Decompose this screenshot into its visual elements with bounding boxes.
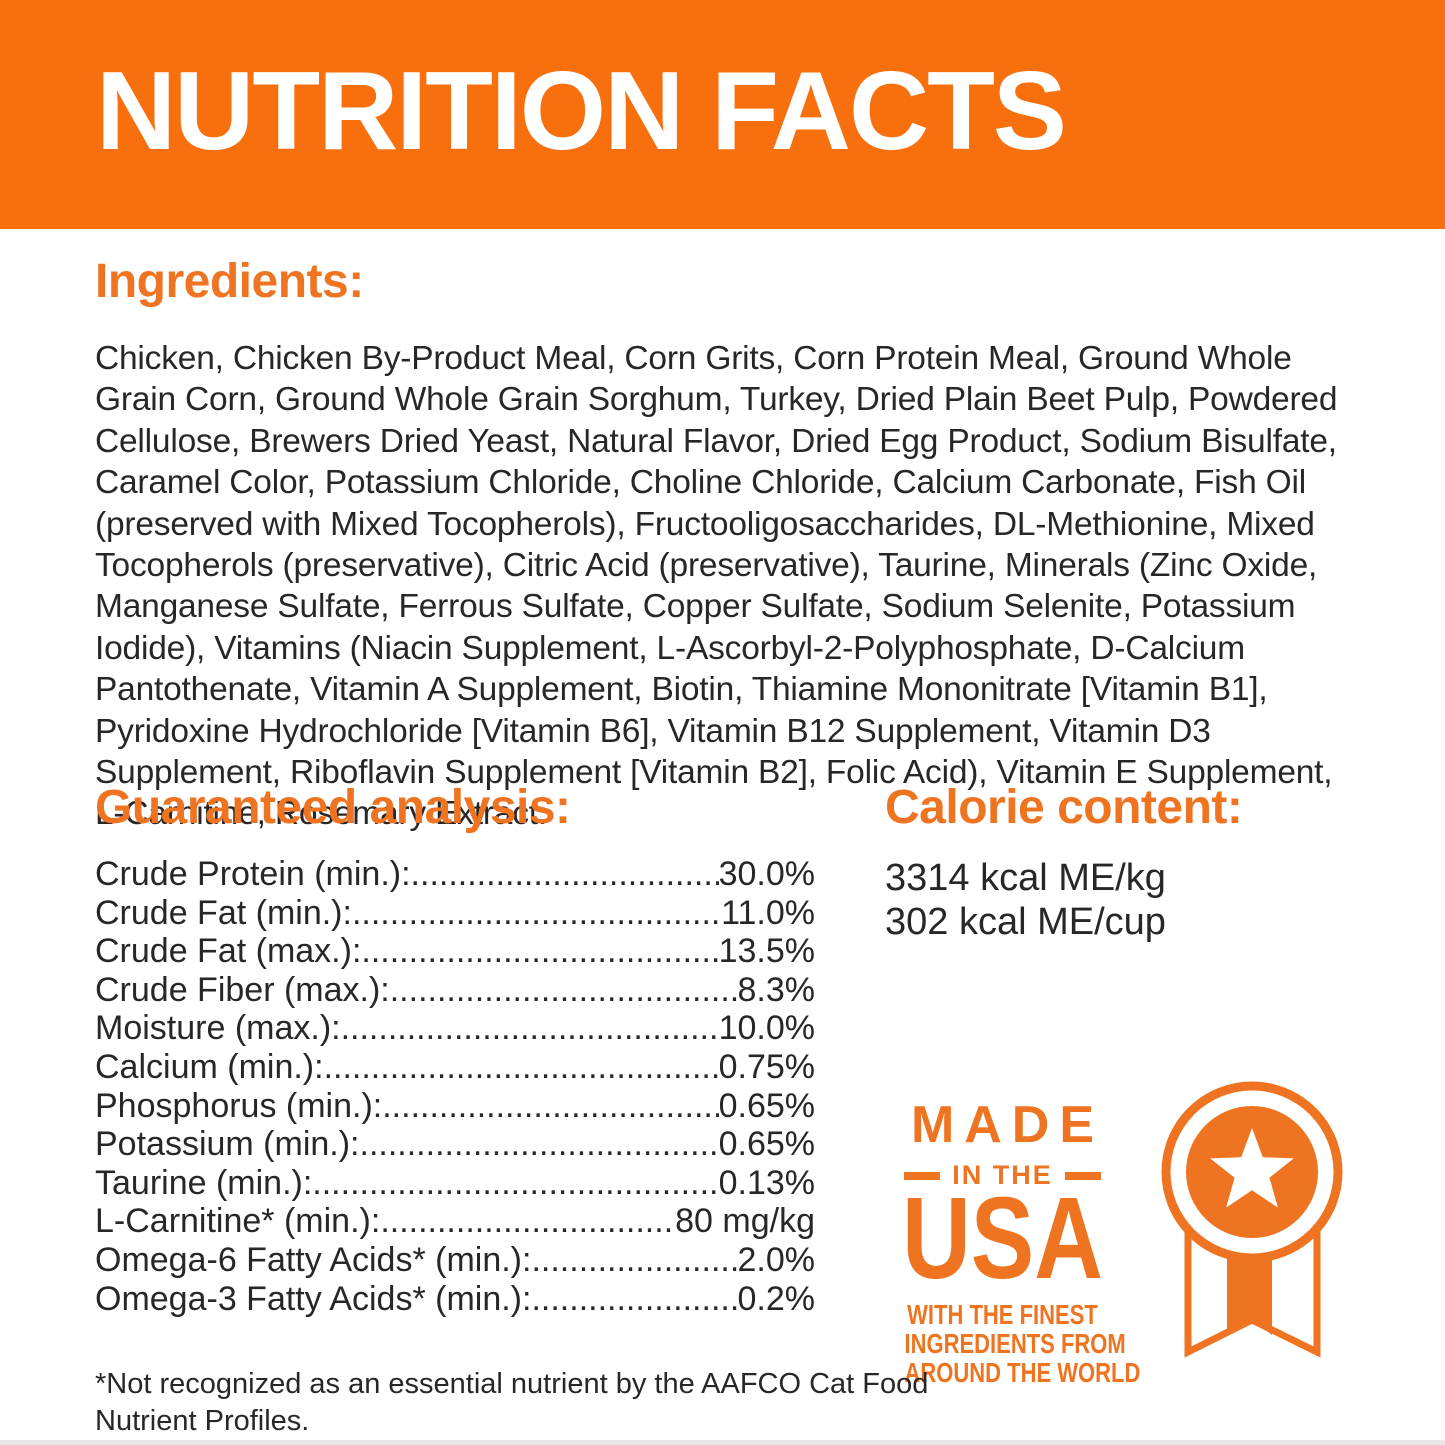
usa-label: USA [902,1173,1103,1303]
table-row: L-Carnitine* (min.): 80 mg/kg [95,1202,815,1241]
row-value: 11.0% [721,893,815,932]
guaranteed-analysis-table: Crude Protein (min.): 30.0% Crude Fat (mi… [95,855,815,1318]
table-row: Taurine (min.): 0.13% [95,1164,815,1203]
dot-leader [380,1202,675,1241]
dot-leader [531,1280,737,1319]
banner: NUTRITION FACTS [0,0,1445,229]
row-value: 0.13% [718,1163,815,1202]
row-value: 0.75% [718,1047,815,1086]
footnote-line: Nutrient Profiles. [95,1405,310,1437]
usa-tagline: WITH THE FINEST INGREDIENTS FROM AROUND … [904,1299,1141,1388]
in-the-row: IN THE [880,1162,1125,1189]
row-value: 80 mg/kg [675,1202,815,1241]
row-label: Calcium (min.): [95,1047,324,1086]
table-row: Potassium (min.): 0.65% [95,1125,815,1164]
tagline-line: INGREDIENTS FROM [904,1328,1126,1359]
made-in-usa-block: MADE IN THE USA WITH THE FINEST INGREDIE… [880,1096,1141,1388]
dot-leader [360,1125,719,1164]
table-row: Crude Fat (min.): 11.0% [95,894,815,933]
row-value: 0.2% [737,1279,816,1318]
table-row: Moisture (max.): 10.0% [95,1009,815,1048]
row-label: Omega-6 Fatty Acids* (min.): [95,1240,532,1279]
row-value: 0.65% [718,1125,815,1164]
calorie-content-heading: Calorie content: [885,781,1243,834]
dot-leader [352,894,721,933]
row-value: 30.0% [718,855,815,893]
row-label: Crude Fat (min.): [95,893,352,932]
row-label: Moisture (max.): [95,1009,341,1048]
dot-leader [312,1164,718,1203]
table-row: Crude Protein (min.): 30.0% [95,855,815,894]
row-label: Crude Fiber (max.): [95,970,390,1009]
star-ribbon-badge-icon [1160,1078,1345,1360]
row-value: 2.0% [737,1240,816,1279]
table-row: Omega-6 Fatty Acids* (min.): 2.0% [95,1241,815,1280]
row-label: Potassium (min.): [95,1125,360,1164]
calorie-kg-line: 3314 kcal ME/kg [885,857,1166,899]
dash-icon [1064,1171,1101,1180]
dot-leader [531,1241,737,1280]
table-row: Calcium (min.): 0.75% [95,1048,815,1087]
dot-leader [411,855,719,894]
calorie-content-values: 3314 kcal ME/kg 302 kcal ME/cup [885,856,1166,944]
tagline-line: WITH THE FINEST [907,1299,1098,1330]
in-the-label: IN THE [952,1160,1053,1190]
dot-leader [390,971,738,1010]
row-label: Crude Fat (max.): [95,932,362,971]
row-label: Taurine (min.): [95,1163,313,1202]
table-row: Crude Fiber (max.): 8.3% [95,971,815,1010]
dot-leader [324,1048,719,1087]
dot-leader [382,1087,718,1126]
ingredients-heading: Ingredients: [95,255,364,308]
table-row: Crude Fat (max.): 13.5% [95,932,815,971]
made-label: MADE [910,1096,1105,1154]
ingredients-text: Chicken, Chicken By-Product Meal, Corn G… [95,340,1338,833]
dash-icon [904,1171,941,1180]
row-value: 13.5% [718,932,815,971]
tagline-line: AROUND THE WORLD [904,1357,1141,1388]
page-title: NUTRITION FACTS [96,49,1067,173]
row-value: 8.3% [737,970,816,1009]
row-label: Phosphorus (min.): [95,1086,383,1125]
row-value: 0.65% [718,1086,815,1125]
bottom-edge-strip [0,1440,1445,1445]
footnote-line: *Not recognized as an essential nutrient… [95,1368,929,1400]
dot-leader [341,1009,719,1048]
row-label: L-Carnitine* (min.): [95,1202,381,1241]
row-label: Omega-3 Fatty Acids* (min.): [95,1279,532,1318]
row-label: Crude Protein (min.): [95,855,411,893]
calorie-cup-line: 302 kcal ME/cup [885,901,1166,943]
guaranteed-analysis-heading: Guaranteed analysis: [95,781,571,834]
table-row: Omega-3 Fatty Acids* (min.): 0.2% [95,1280,815,1319]
dot-leader [361,932,718,971]
row-value: 10.0% [718,1009,815,1048]
table-row: Phosphorus (min.): 0.65% [95,1087,815,1126]
footnote: *Not recognized as an essential nutrient… [95,1366,928,1440]
